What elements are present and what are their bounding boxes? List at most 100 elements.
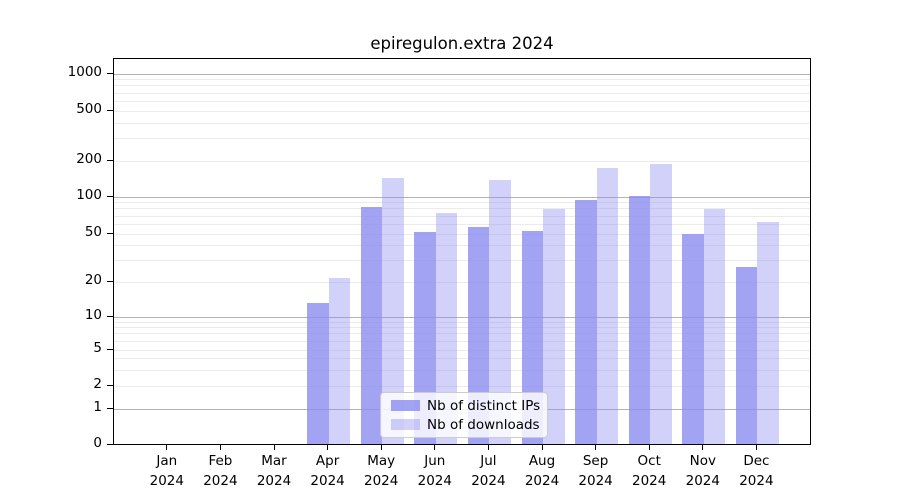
gridline-y-100	[114, 196, 810, 198]
gridline-y-7	[114, 333, 810, 335]
y-tick-mark-10	[107, 315, 113, 317]
legend-swatch-downloads	[391, 419, 420, 430]
x-tick-label-mar: Mar 2024	[256, 453, 292, 489]
gridline-y-600	[114, 100, 810, 102]
x-tick-mark-sep	[595, 445, 597, 450]
y-tick-label-10: 10	[84, 307, 102, 323]
gridline-y-10	[114, 316, 810, 318]
legend-swatch-distinct-ips	[391, 400, 420, 411]
gridline-y-8	[114, 327, 810, 329]
gridline-y-200	[114, 160, 810, 162]
y-tick-mark-1000	[107, 72, 113, 74]
y-tick-mark-1	[107, 407, 113, 409]
y-tick-mark-0	[107, 443, 113, 445]
y-tick-label-1000: 1000	[67, 64, 102, 80]
y-tick-mark-500	[107, 109, 113, 111]
gridline-y-500	[114, 110, 810, 112]
x-tick-mark-oct	[648, 445, 650, 450]
legend-item-distinct-ips: Nb of distinct IPs	[381, 398, 547, 414]
y-tick-label-200: 200	[76, 151, 102, 167]
x-tick-label-jan: Jan 2024	[149, 453, 184, 489]
gridline-y-5	[114, 349, 810, 351]
gridline-y-50	[114, 233, 810, 235]
x-tick-mark-apr	[327, 445, 329, 450]
x-tick-label-aug: Aug 2024	[524, 453, 560, 489]
x-tick-mark-jan	[166, 445, 168, 450]
y-tick-mark-2	[107, 384, 113, 386]
y-tick-label-50: 50	[84, 224, 102, 240]
bar-downloads-jul	[489, 179, 511, 444]
x-tick-mark-aug	[541, 445, 543, 450]
chart-title: epiregulon.extra 2024	[370, 34, 554, 53]
bar-distinct-ips-may	[360, 207, 383, 444]
bar-downloads-dec	[757, 221, 779, 444]
bar-distinct-ips-apr	[307, 302, 329, 444]
bar-downloads-aug	[543, 209, 565, 444]
gridline-y-9	[114, 321, 810, 323]
y-tick-mark-200	[107, 159, 113, 161]
x-tick-label-feb: Feb 2024	[203, 453, 238, 489]
bar-downloads-may	[382, 178, 404, 444]
bar-distinct-ips-sep	[575, 199, 597, 444]
x-tick-mark-may	[380, 445, 382, 450]
bar-distinct-ips-jul	[467, 226, 490, 444]
gridline-y-30	[114, 260, 810, 262]
x-tick-label-may: May 2024	[364, 453, 399, 489]
y-tick-label-1: 1	[93, 399, 102, 415]
x-tick-mark-jul	[487, 445, 490, 450]
gridline-y-300	[114, 138, 810, 140]
gridline-y-800	[114, 85, 810, 87]
gridline-y-40	[114, 245, 810, 247]
y-tick-mark-100	[107, 195, 113, 197]
legend-item-downloads: Nb of downloads	[381, 417, 547, 433]
gridline-y-80	[114, 208, 810, 210]
y-tick-mark-20	[107, 280, 113, 282]
gridline-y-90	[114, 202, 810, 204]
gridline-y-400	[114, 122, 810, 124]
gridline-y-70	[114, 215, 810, 217]
plot-area: Nb of distinct IPs Nb of downloads	[113, 58, 811, 445]
bar-downloads-nov	[703, 209, 726, 444]
gridline-y-2	[114, 385, 810, 387]
bar-distinct-ips-dec	[735, 267, 758, 444]
gridline-y-700	[114, 92, 810, 94]
x-tick-mark-jun	[434, 445, 436, 450]
gridline-y-60	[114, 223, 810, 225]
y-tick-label-5: 5	[93, 340, 102, 356]
gridline-y-900	[114, 79, 810, 81]
gridline-y-1000	[114, 73, 810, 75]
gridline-y-4	[114, 358, 810, 360]
x-tick-mark-feb	[219, 445, 222, 450]
x-tick-label-sep: Sep 2024	[578, 453, 613, 489]
gridline-y-6	[114, 340, 810, 342]
legend-label-distinct-ips: Nb of distinct IPs	[427, 397, 541, 414]
bar-distinct-ips-nov	[682, 234, 704, 444]
gridline-y-20	[114, 281, 810, 283]
x-tick-label-apr: Apr 2024	[310, 453, 345, 489]
y-tick-mark-50	[107, 232, 113, 234]
gridline-y-3	[114, 369, 810, 371]
x-tick-label-dec: Dec 2024	[739, 453, 774, 489]
x-tick-label-oct: Oct 2024	[632, 453, 667, 489]
y-tick-label-0: 0	[93, 435, 102, 451]
bar-distinct-ips-aug	[521, 230, 543, 444]
y-tick-mark-5	[107, 348, 113, 350]
bar-distinct-ips-oct	[628, 196, 651, 444]
y-tick-label-2: 2	[93, 376, 102, 392]
bar-downloads-oct	[650, 164, 672, 444]
legend-label-downloads: Nb of downloads	[427, 416, 540, 433]
x-tick-label-nov: Nov 2024	[685, 453, 720, 489]
legend: Nb of distinct IPs Nb of downloads	[380, 392, 548, 438]
bar-downloads-sep	[596, 168, 619, 444]
x-tick-mark-nov	[702, 445, 704, 450]
x-tick-mark-dec	[755, 445, 758, 450]
x-tick-mark-mar	[273, 445, 275, 450]
bar-downloads-apr	[328, 278, 351, 444]
bar-distinct-ips-jun	[414, 231, 436, 444]
bar-downloads-jun	[435, 212, 458, 444]
y-tick-label-500: 500	[76, 101, 102, 117]
y-tick-label-100: 100	[76, 187, 102, 203]
x-tick-label-jul: Jul 2024	[471, 453, 506, 489]
x-tick-label-jun: Jun 2024	[417, 453, 452, 489]
